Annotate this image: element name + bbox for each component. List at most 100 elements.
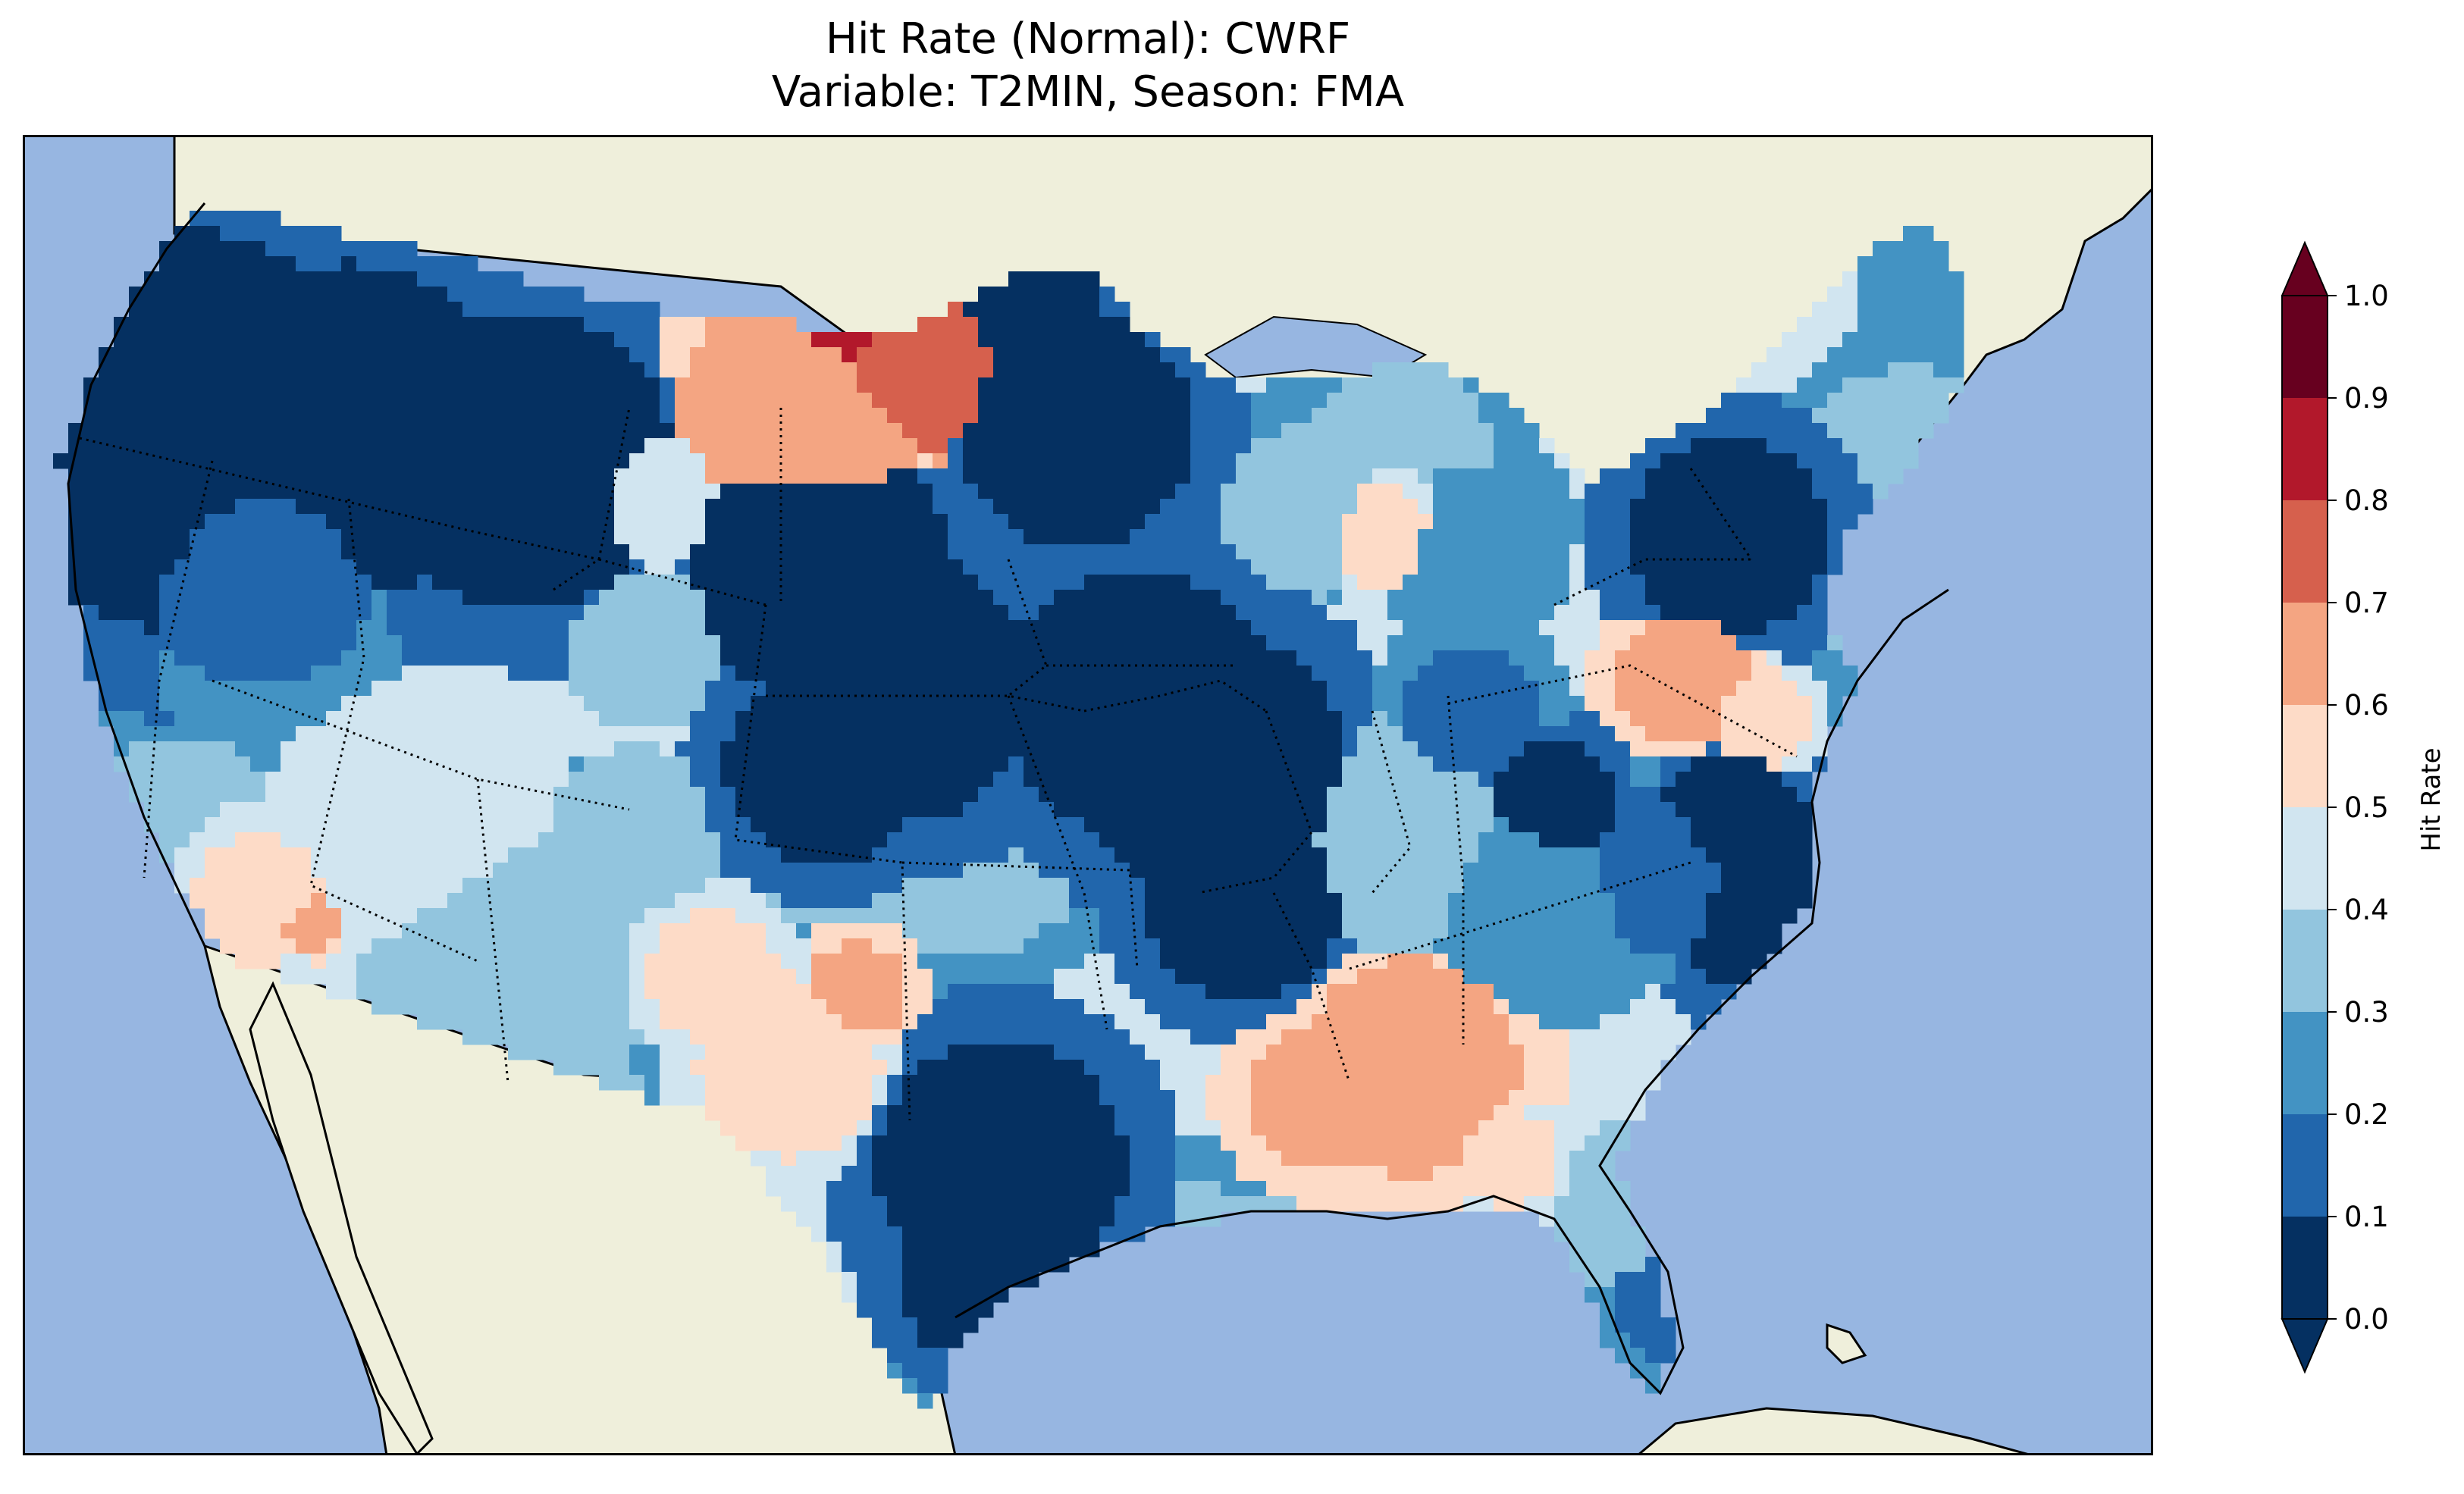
hit-rate-cell <box>902 938 918 954</box>
hit-rate-cell <box>1842 453 1858 469</box>
hit-rate-cell <box>963 832 979 848</box>
hit-rate-cell <box>356 954 372 969</box>
hit-rate-cell <box>296 559 312 575</box>
hit-rate-cell <box>1114 832 1130 848</box>
hit-rate-cell <box>1054 423 1070 439</box>
hit-rate-cell <box>872 772 888 788</box>
hit-rate-cell <box>842 620 857 636</box>
hit-rate-cell <box>1418 802 1434 818</box>
hit-rate-cell <box>402 817 418 833</box>
hit-rate-cell <box>159 635 175 651</box>
hit-rate-cell <box>796 377 812 393</box>
hit-rate-cell <box>190 347 205 363</box>
hit-rate-cell <box>842 817 857 833</box>
hit-rate-cell <box>508 787 524 803</box>
hit-rate-cell <box>1114 847 1130 863</box>
hit-rate-cell <box>948 499 964 515</box>
hit-rate-cell <box>644 787 660 803</box>
hit-rate-cell <box>1205 666 1221 681</box>
hit-rate-cell <box>781 772 797 788</box>
hit-rate-cell <box>796 635 812 651</box>
hit-rate-cell <box>1433 756 1449 772</box>
hit-rate-cell <box>1766 726 1782 742</box>
hit-rate-cell <box>1312 650 1328 666</box>
hit-rate-cell <box>690 423 706 439</box>
hit-rate-cell <box>1827 377 1843 393</box>
hit-rate-cell <box>978 575 994 590</box>
hit-rate-cell <box>144 741 160 757</box>
hit-rate-cell <box>1251 741 1267 757</box>
hit-rate-cell <box>1251 832 1267 848</box>
hit-rate-cell <box>190 741 205 757</box>
hit-rate-cell <box>553 969 569 985</box>
hit-rate-cell <box>614 847 630 863</box>
hit-rate-map <box>23 135 2153 1455</box>
hit-rate-cell <box>599 938 615 954</box>
hit-rate-cell <box>675 772 691 788</box>
hit-rate-cell <box>1463 772 1479 788</box>
hit-rate-cell <box>872 408 888 424</box>
hit-rate-cell <box>948 423 964 439</box>
hit-rate-cell <box>599 787 615 803</box>
hit-rate-cell <box>614 954 630 969</box>
hit-rate-cell <box>1418 575 1434 590</box>
hit-rate-cell <box>1585 787 1600 803</box>
hit-rate-cell <box>675 514 691 530</box>
hit-rate-cell <box>114 453 130 469</box>
hit-rate-cell <box>265 923 281 939</box>
hit-rate-cell <box>1342 878 1358 894</box>
hit-rate-cell <box>159 696 175 712</box>
hit-rate-cell <box>887 666 903 681</box>
hit-rate-cell <box>1660 650 1676 666</box>
hit-rate-cell <box>796 802 812 818</box>
hit-rate-cell <box>265 772 281 788</box>
hit-rate-cell <box>387 302 403 318</box>
hit-rate-cell <box>417 938 433 954</box>
hit-rate-cell <box>1615 696 1631 712</box>
hit-rate-cell <box>1585 559 1600 575</box>
hit-rate-cell <box>705 332 721 348</box>
hit-rate-cell <box>281 317 296 333</box>
hit-rate-cell <box>1251 393 1267 409</box>
hit-rate-cell <box>220 878 236 894</box>
hit-rate-cell <box>690 529 706 545</box>
hit-rate-cell <box>281 635 296 651</box>
hit-rate-cell <box>1024 438 1039 454</box>
hit-rate-cell <box>1721 544 1737 560</box>
hit-rate-cell <box>796 529 812 545</box>
hit-rate-cell <box>1084 650 1100 666</box>
hit-rate-cell <box>553 863 569 879</box>
hit-rate-cell <box>1751 559 1767 575</box>
hit-rate-cell <box>1266 468 1282 484</box>
hit-rate-cell <box>1312 377 1328 393</box>
hit-rate-cell <box>1054 362 1070 378</box>
hit-rate-cell <box>508 529 524 545</box>
hit-rate-cell <box>1069 271 1085 287</box>
hit-rate-cell <box>781 347 797 363</box>
hit-rate-cell <box>1054 620 1070 636</box>
hit-rate-cell <box>1357 832 1373 848</box>
hit-rate-cell <box>1766 514 1782 530</box>
hit-rate-cell <box>629 741 645 757</box>
hit-rate-cell <box>447 362 463 378</box>
hit-rate-cell <box>720 347 736 363</box>
hit-rate-cell <box>1099 575 1115 590</box>
hit-rate-cell <box>1175 514 1191 530</box>
hit-rate-cell <box>281 256 296 272</box>
hit-rate-cell <box>842 756 857 772</box>
hit-rate-cell <box>1251 666 1267 681</box>
hit-rate-cell <box>796 893 812 909</box>
hit-rate-cell <box>902 423 918 439</box>
hit-rate-cell <box>993 711 1009 727</box>
hit-rate-cell <box>1782 377 1798 393</box>
hit-rate-cell <box>948 832 964 848</box>
hit-rate-cell <box>1327 605 1343 621</box>
hit-rate-cell <box>417 347 433 363</box>
hit-rate-cell <box>371 529 387 545</box>
hit-rate-cell <box>281 499 296 515</box>
hit-rate-cell <box>690 756 706 772</box>
hit-rate-cell <box>1008 954 1024 969</box>
hit-rate-cell <box>1676 908 1691 924</box>
hit-rate-cell <box>1691 832 1707 848</box>
hit-rate-cell <box>660 817 676 833</box>
